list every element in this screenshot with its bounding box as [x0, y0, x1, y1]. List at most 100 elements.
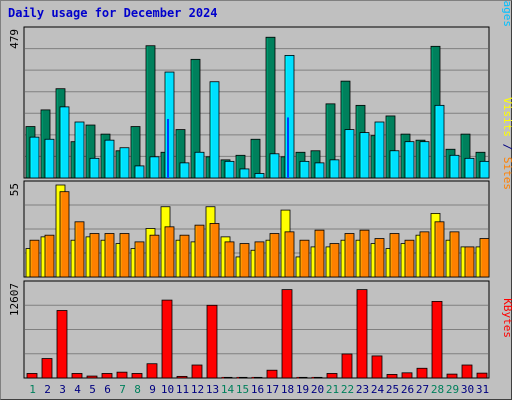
bar-body — [254, 241, 265, 278]
pages-bar — [167, 118, 169, 178]
day-label: 10 — [161, 383, 174, 396]
kbytes-bar — [446, 373, 458, 379]
bar-body — [341, 353, 353, 379]
bar-body — [134, 241, 145, 278]
bar-body — [26, 373, 38, 379]
bar-body — [356, 289, 368, 379]
legend-part: Pages — [501, 0, 512, 27]
bar-body — [461, 364, 473, 379]
files-bar — [329, 159, 340, 179]
sites-bar — [479, 238, 490, 278]
bar-body — [329, 159, 340, 179]
bar-body — [344, 129, 355, 179]
day-label: 25 — [386, 383, 399, 396]
bar-body — [404, 239, 415, 278]
kbytes-bar — [311, 376, 323, 379]
files-bar — [29, 136, 40, 179]
bar-body — [434, 221, 445, 278]
sites-bar — [254, 241, 265, 278]
sites-bar — [149, 234, 160, 278]
bar-body — [104, 233, 115, 278]
bar-body — [284, 231, 295, 278]
files-bar — [179, 162, 190, 179]
kbytes-bar — [56, 310, 68, 379]
bar-body — [164, 71, 175, 179]
bar-body — [179, 234, 190, 278]
legend-part: KBytes — [501, 298, 512, 338]
bar-body — [191, 364, 203, 379]
sites-bar — [449, 231, 460, 278]
day-label: 11 — [176, 383, 189, 396]
bar-body — [239, 168, 250, 179]
sites-bar — [44, 234, 55, 278]
files-bar — [59, 106, 70, 179]
day-label: 19 — [296, 383, 309, 396]
files-bar — [224, 160, 235, 179]
files-bar — [449, 154, 460, 179]
bar-body — [146, 363, 158, 379]
sites-bar — [134, 241, 145, 278]
bar-body — [164, 226, 175, 278]
bar-body — [236, 376, 248, 379]
legend-kbytes: KBytes — [501, 298, 512, 338]
bar-body — [149, 234, 160, 278]
day-label: 24 — [371, 383, 385, 396]
day-label: 6 — [104, 383, 111, 396]
bar-body — [29, 136, 40, 179]
files-bar — [434, 104, 445, 179]
bar-body — [119, 233, 130, 278]
bar-body — [299, 239, 310, 278]
day-label: 5 — [89, 383, 96, 396]
sites-bar — [299, 239, 310, 278]
bar-body — [176, 375, 188, 379]
files-bar — [299, 160, 310, 179]
sites-bar — [464, 246, 475, 278]
bar-body — [101, 373, 113, 379]
kbytes-bar — [266, 369, 278, 379]
kbytes-bar — [326, 373, 338, 379]
day-label: 9 — [149, 383, 156, 396]
sites-bar — [239, 243, 250, 278]
bar-body — [149, 156, 160, 179]
sites-bar — [59, 191, 70, 278]
bar-body — [284, 55, 295, 179]
files-bar — [389, 150, 400, 179]
bar-body — [359, 229, 370, 278]
kbytes-bar — [461, 364, 473, 379]
bar-body — [224, 241, 235, 278]
kbytes-bar — [221, 376, 233, 379]
files-bar — [314, 162, 325, 179]
files-bar — [359, 132, 370, 179]
bar-body — [374, 238, 385, 278]
files-bar — [104, 139, 115, 179]
sites-bar — [344, 233, 355, 278]
bar-body — [89, 233, 100, 278]
kbytes-bar — [176, 375, 188, 379]
bar-body — [104, 139, 115, 179]
bar-body — [224, 160, 235, 179]
bar-body — [266, 369, 278, 379]
files-bar — [284, 55, 295, 179]
bar-body — [359, 132, 370, 179]
chart-title: Daily usage for December 2024 — [8, 6, 218, 20]
files-bar — [44, 138, 55, 179]
day-label: 20 — [311, 383, 324, 396]
sites-bar — [389, 233, 400, 278]
kbytes-bar — [386, 374, 398, 379]
day-label: 2 — [44, 383, 51, 396]
files-bar — [134, 165, 145, 179]
files-bar — [89, 157, 100, 179]
files-bar — [404, 141, 415, 179]
day-label: 26 — [401, 383, 414, 396]
bar-body — [29, 239, 40, 278]
bar-body — [431, 300, 443, 379]
bar-body — [161, 299, 173, 379]
bar-body — [116, 371, 128, 379]
bar-body — [329, 243, 340, 278]
sites-bar — [209, 223, 220, 278]
bar-body — [179, 162, 190, 179]
day-label: 31 — [476, 383, 489, 396]
bar-body — [449, 231, 460, 278]
bar-body — [134, 165, 145, 179]
legend-part: Sites — [501, 157, 512, 190]
